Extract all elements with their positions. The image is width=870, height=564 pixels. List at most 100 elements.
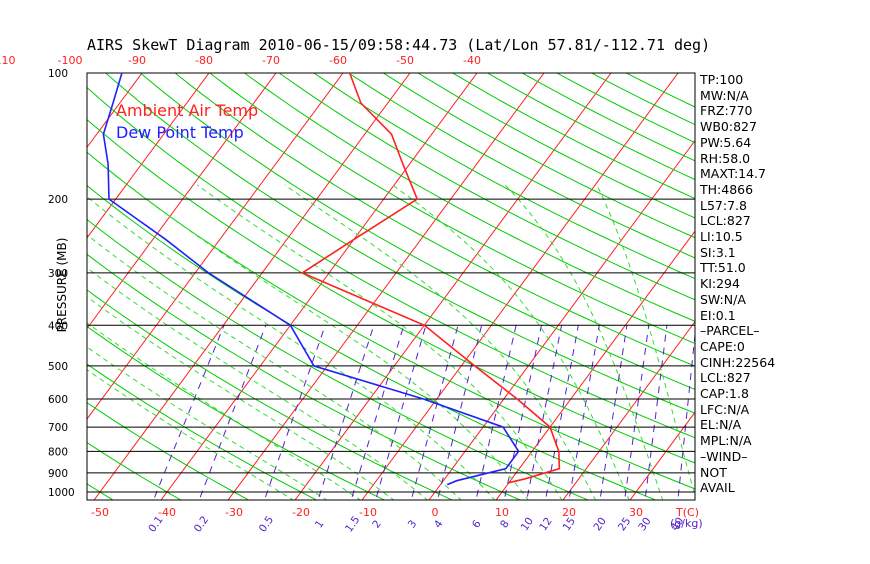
stability-index-item: TH:4866	[700, 181, 754, 197]
stability-index-item: AVAIL	[700, 480, 735, 496]
stability-index-item: EI:0.1	[700, 307, 736, 323]
mixing-ratio-tick-label: 12	[537, 515, 555, 533]
legend-ambient-air-temp: Ambient Air Temp	[116, 101, 259, 120]
mixing-ratio-tick-label: 1	[313, 518, 327, 530]
stability-index-item: CAPE:0	[700, 338, 745, 354]
mixing-ratio-line	[568, 325, 600, 500]
dry-adiabat-line	[87, 402, 250, 500]
moist-adiabat-line	[87, 296, 395, 500]
mixing-ratio-tick-label: 2	[370, 518, 384, 530]
x-axis-label: T(C)	[675, 506, 699, 519]
stability-index-item: SI:3.1	[700, 244, 736, 260]
dry-adiabat-line	[174, 73, 695, 367]
mixing-ratio-line	[350, 325, 405, 500]
isotherm-line	[757, 54, 870, 510]
ambient-air-temp-line	[300, 72, 561, 484]
stability-index-item: LCL:827	[700, 370, 751, 386]
dry-adiabat-line	[87, 184, 657, 500]
isotherm-line	[629, 411, 695, 500]
dry-adiabat-line	[87, 363, 318, 500]
top-temp-tick-label: -90	[128, 54, 146, 67]
pressure-tick-label: 1000	[48, 487, 75, 499]
dry-adiabat-line	[521, 73, 695, 162]
stability-index-item: WB0:827	[700, 119, 757, 135]
dry-adiabat-line	[382, 73, 695, 239]
mixing-ratio-line	[599, 325, 628, 500]
bottom-temp-tick-label: -20	[292, 506, 310, 519]
plot-area	[0, 54, 870, 510]
y-axis-label: PRESSURE (MB)	[55, 237, 69, 333]
pressure-tick-label: 200	[48, 194, 68, 206]
stability-index-item: MW:N/A	[700, 87, 749, 103]
dry-adiabat-line	[87, 253, 522, 500]
moist-adiabat-line	[87, 322, 362, 500]
stability-index-item: –WIND–	[700, 448, 748, 464]
mixing-ratio-line	[152, 325, 225, 500]
stability-index-item: LCL:827	[700, 213, 751, 229]
moist-adiabat-line	[284, 184, 597, 500]
mixing-ratio-tick-label: 4	[432, 518, 446, 531]
moist-adiabat-line	[87, 346, 328, 500]
mixing-ratio-line	[545, 325, 579, 500]
mixing-ratio-line	[375, 325, 427, 500]
stability-index-item: NOT	[700, 464, 727, 480]
moist-adiabat-line	[127, 184, 529, 500]
mixing-ratio-line	[503, 325, 542, 500]
pressure-tick-label: 100	[48, 68, 68, 80]
stability-index-item: EL:N/A	[700, 417, 742, 433]
dry-adiabat-line	[87, 118, 695, 464]
isotherm-line	[93, 73, 411, 500]
stability-index-item: PW:5.64	[700, 134, 752, 150]
mixing-ratio-tick-label: 0.5	[257, 514, 276, 535]
pressure-tick-label: 600	[48, 394, 68, 406]
isotherm-line	[87, 73, 344, 420]
moist-adiabat-line	[504, 184, 664, 500]
mixing-ratio-line	[475, 325, 517, 500]
dry-adiabat-line	[87, 86, 695, 439]
dry-adiabat-line	[87, 151, 695, 490]
moist-adiabat-line	[392, 184, 630, 500]
pressure-tick-label: 400	[48, 320, 68, 332]
stability-index-item: LI:10.5	[700, 229, 743, 244]
dry-adiabat-line	[347, 73, 695, 259]
pressure-tick-label: 800	[48, 446, 68, 458]
stability-index-item: KI:294	[700, 276, 740, 292]
stability-index-item: –PARCEL–	[700, 323, 760, 339]
bottom-temp-tick-label: 20	[562, 506, 576, 519]
dry-adiabat-line	[105, 73, 695, 414]
mixing-ratio-line	[624, 325, 650, 500]
isotherm-line	[824, 54, 870, 510]
dry-adiabat-line	[87, 325, 386, 500]
isotherm-line	[227, 73, 545, 500]
moist-adiabat-line	[87, 195, 496, 500]
dry-adiabat-line	[313, 73, 695, 280]
mixing-ratio-tick-label: 8	[498, 518, 512, 530]
stability-index-item: CINH:22564	[700, 354, 776, 370]
moist-adiabat-line	[87, 369, 294, 500]
dry-adiabat-line	[139, 73, 695, 391]
isotherm-line	[87, 73, 143, 149]
top-temp-tick-label: -50	[396, 54, 414, 67]
dry-adiabat-line	[0, 54, 60, 510]
bottom-temp-tick-label: 10	[495, 506, 509, 519]
bottom-temp-tick-label: -10	[359, 506, 377, 519]
isotherm-line	[428, 139, 695, 500]
moist-adiabat-line	[87, 234, 462, 500]
moist-adiabat-line	[596, 184, 695, 498]
stability-index-item: SW:N/A	[700, 291, 746, 307]
isotherm-line	[562, 320, 695, 500]
top-temp-tick-label: -60	[329, 54, 347, 67]
stability-index-item: FRZ:770	[700, 103, 753, 119]
stability-index-item: MPL:N/A	[700, 433, 752, 449]
dry-adiabat-line	[87, 218, 590, 500]
bottom-temp-tick-label: -30	[225, 506, 243, 519]
bottom-temp-tick-label: 30	[629, 506, 643, 519]
stability-index-item: TP:100	[700, 72, 744, 87]
mixing-ratio-unit-label: (g/kg)	[670, 517, 703, 530]
mixing-ratio-line	[263, 325, 326, 500]
legend-dew-point-temp: Dew Point Temp	[116, 123, 244, 142]
dry-adiabat-line	[486, 73, 695, 181]
isotherm-line	[0, 54, 22, 510]
